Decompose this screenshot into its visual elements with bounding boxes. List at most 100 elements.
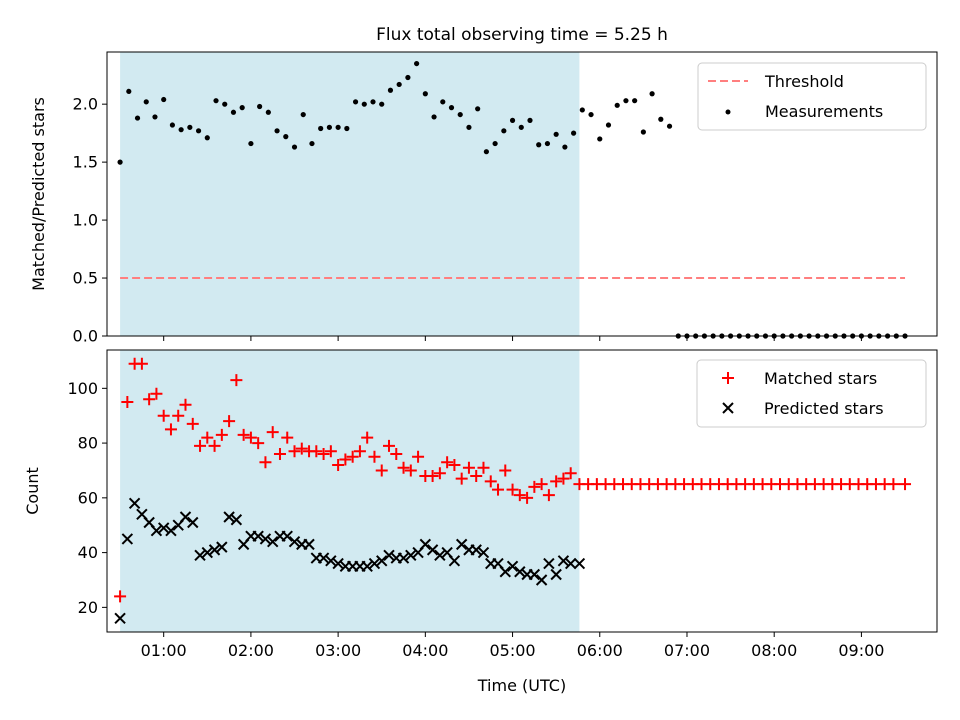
- x-tick-label: 01:00: [141, 641, 187, 660]
- matched-star-marker: [887, 478, 900, 491]
- predicted-star-marker: [499, 566, 511, 578]
- predicted-star-marker: [368, 557, 381, 570]
- measurement-point: [640, 129, 646, 135]
- measurement-point: [169, 122, 176, 128]
- predicted-legend-label: Predicted stars: [764, 399, 884, 418]
- matched-legend-swatch: [722, 372, 734, 384]
- matched-star-marker: [164, 423, 177, 436]
- measurement-point: [414, 60, 420, 67]
- measurement-point: [195, 128, 202, 134]
- measurement-point: [553, 131, 559, 137]
- matched-star-marker: [542, 489, 555, 502]
- measurement-point: [632, 98, 638, 104]
- bottom-y-axis-label: Count: [23, 467, 42, 515]
- matched-star-marker: [244, 431, 257, 444]
- matched-star-marker: [208, 439, 221, 452]
- x-tick-label: 03:00: [315, 641, 361, 660]
- matched-star-marker: [412, 450, 425, 463]
- measurement-point: [126, 88, 132, 95]
- x-tick-label: 08:00: [751, 641, 797, 660]
- matched-star-marker: [557, 472, 570, 485]
- matched-star-marker: [564, 467, 577, 480]
- measurement-point: [422, 91, 428, 97]
- measurement-point: [161, 96, 167, 103]
- predicted-star-marker: [434, 549, 446, 562]
- predicted-star-marker: [259, 533, 272, 545]
- matched-star-marker: [215, 428, 228, 441]
- predicted-star-marker: [557, 555, 570, 567]
- predicted-star-marker: [332, 557, 344, 570]
- measurement-point: [614, 102, 620, 108]
- measurement-point: [326, 124, 332, 130]
- predicted-star-marker: [317, 552, 330, 564]
- measurement-point: [597, 136, 603, 142]
- predicted-star-marker: [543, 557, 555, 570]
- matched-star-marker: [339, 453, 352, 466]
- measurement-point: [248, 140, 254, 147]
- measurement-point: [588, 111, 594, 118]
- measurement-point: [213, 98, 219, 104]
- measurement-point: [501, 128, 507, 134]
- matched-star-marker: [499, 464, 512, 477]
- predicted-star-marker: [281, 530, 293, 542]
- bottom-y-tick-label: 40: [78, 543, 98, 562]
- predicted-star-marker: [419, 538, 432, 551]
- matched-star-marker: [368, 450, 381, 463]
- measurement-point: [370, 99, 376, 105]
- bottom-shaded-span: [120, 350, 580, 632]
- measurement-point: [571, 130, 577, 136]
- top-y-tick-label: 2.0: [73, 95, 98, 114]
- top-axis-ticks: 0.0 0.5 1.0 1.5 2.0: [73, 95, 862, 346]
- measurement-point: [457, 111, 463, 118]
- top-shaded-span: [120, 52, 580, 336]
- measurement-point: [649, 91, 655, 97]
- measurement-point: [265, 109, 271, 115]
- x-tick-label: 06:00: [577, 641, 623, 660]
- matched-star-marker: [535, 478, 548, 491]
- matched-star-marker: [404, 464, 417, 477]
- predicted-star-marker: [528, 568, 541, 581]
- x-tick-label: 05:00: [489, 641, 535, 660]
- measurement-point: [666, 123, 673, 129]
- measurement-point: [187, 124, 193, 130]
- predicted-star-marker: [573, 557, 586, 570]
- measurement-point: [143, 99, 149, 105]
- top-y-tick-label: 0.0: [73, 327, 98, 346]
- top-y-tick-label: 1.5: [73, 153, 98, 172]
- measurement-point: [318, 125, 324, 132]
- measurement-point: [536, 142, 542, 148]
- predicted-star-marker: [376, 555, 388, 567]
- matched-star-marker: [252, 437, 265, 450]
- matched-star-marker: [521, 491, 534, 504]
- matched-star-marker: [150, 387, 163, 400]
- measurement-point: [431, 114, 437, 120]
- measurement-point: [344, 125, 350, 132]
- predicted-star-marker: [455, 538, 468, 551]
- bottom-axis-ticks: 20 40 60 80 100 01:00 02:00 03:00 04:00 05:00 06:0…: [67, 379, 884, 660]
- predicted-star-marker: [477, 546, 490, 559]
- predicted-star-marker: [128, 497, 141, 510]
- measurement-point: [405, 74, 411, 81]
- predicted-star-marker: [564, 557, 577, 570]
- predicted-star-marker: [325, 555, 337, 567]
- measurement-point: [291, 144, 298, 150]
- matched-star-marker: [230, 374, 243, 387]
- top-y-tick-label: 1.0: [73, 211, 98, 230]
- x-axis-label: Time (UTC): [477, 676, 566, 695]
- predicted-star-marker: [267, 535, 279, 548]
- measurement-point: [283, 134, 289, 140]
- predicted-star-marker: [201, 546, 214, 559]
- measurement-point: [230, 109, 237, 115]
- count-points: [114, 357, 912, 625]
- matched-star-marker: [899, 478, 912, 491]
- predicted-star-marker: [550, 568, 562, 581]
- predicted-star-marker: [448, 555, 461, 567]
- matched-star-marker: [179, 398, 192, 411]
- x-tick-label: 09:00: [838, 641, 884, 660]
- measurement-point: [387, 87, 394, 93]
- measurement-point: [222, 101, 228, 107]
- predicted-legend-swatch: [722, 402, 734, 414]
- measurement-point: [475, 106, 481, 112]
- predicted-star-marker: [121, 533, 134, 545]
